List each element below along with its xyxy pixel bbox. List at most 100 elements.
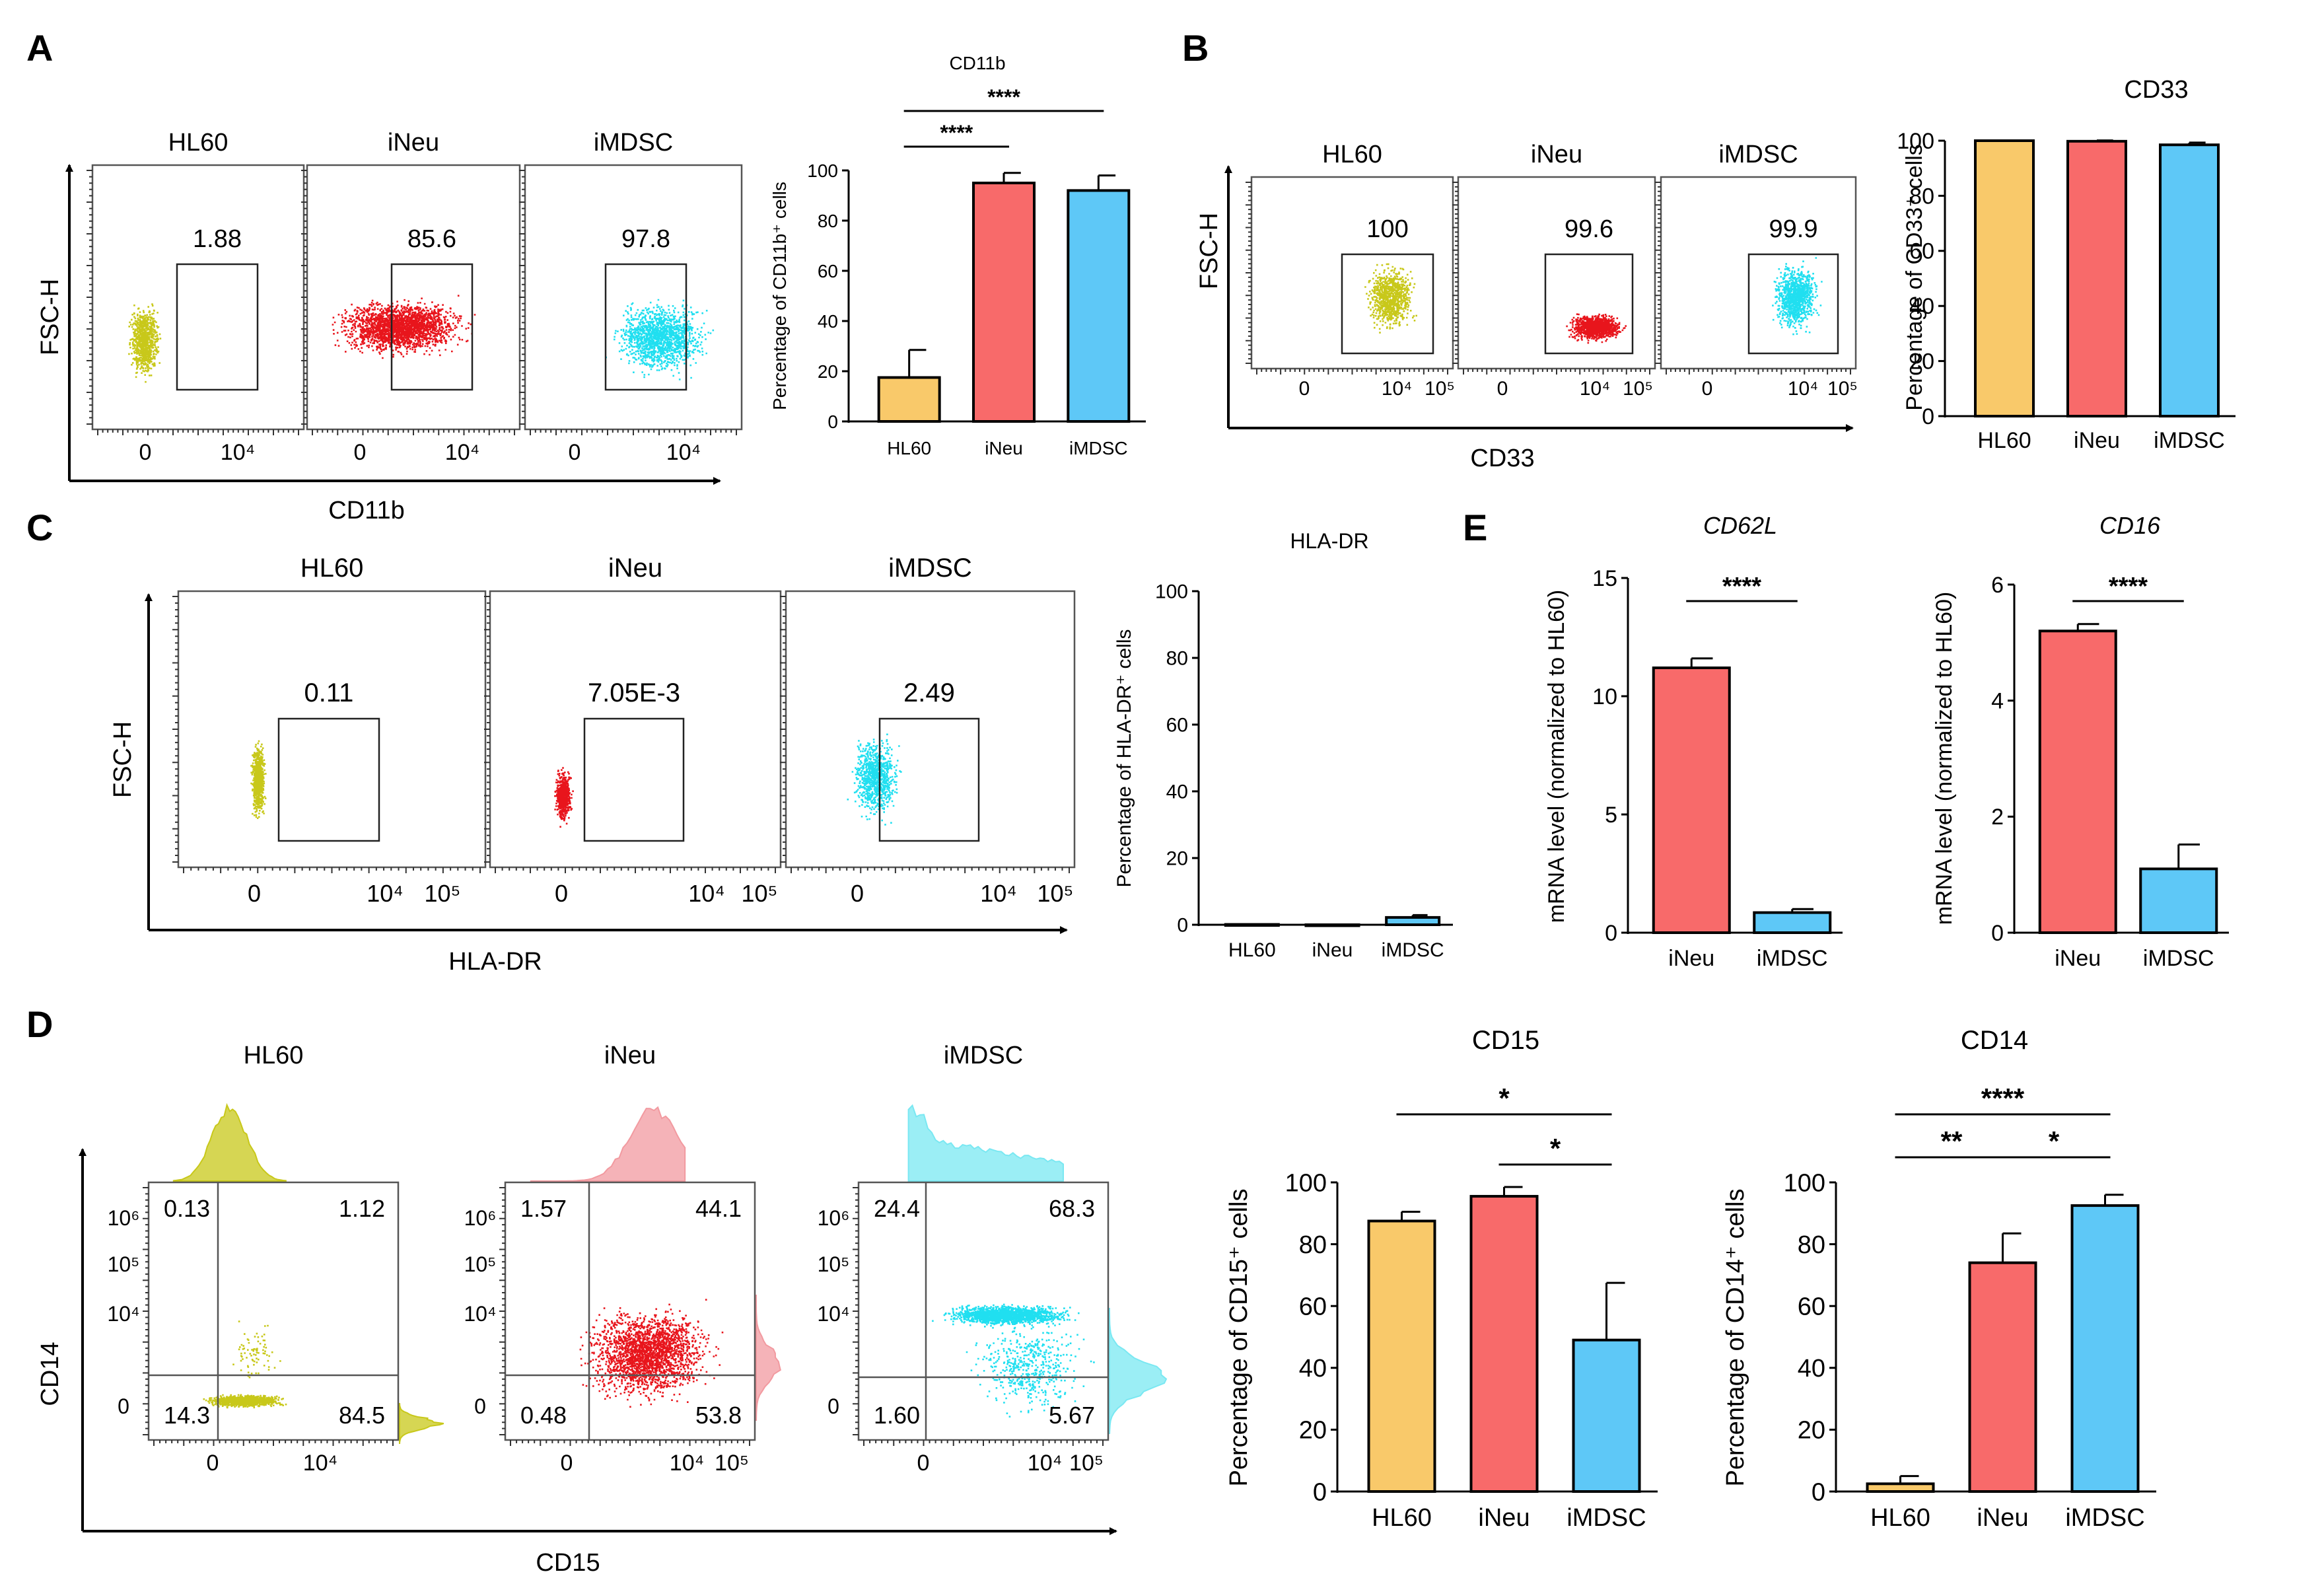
panel-b-ineu-tick-marks xyxy=(1452,182,1650,375)
panel-d-ineu-quadrant-ul: 1.57 xyxy=(520,1195,567,1222)
panel-b-ineu-gate-value: 99.6 xyxy=(1565,215,1613,243)
chart-cd11b-y-tick-0: 0 xyxy=(827,412,838,432)
panel-a-hl60-dot-cloud xyxy=(128,303,162,383)
chart-cd15-sig-label-0: * xyxy=(1550,1133,1561,1164)
chart-cd62l-y-tick-3: 15 xyxy=(1592,566,1617,591)
bar-chart-cd11b: CD11b 0 20 40 60 80 100 Percentage of CD11b⁺ ce… xyxy=(769,53,1146,458)
panel-d-hl60-cd14-histogram xyxy=(399,1403,444,1444)
panel-d-ineu-y-tick-0: 10⁶ xyxy=(464,1206,497,1230)
panel-d-ineu-x-tick-0: 0 xyxy=(561,1451,573,1476)
panel-d-ineu-y-tick-3: 0 xyxy=(474,1394,486,1418)
chart-cd62l-bar-ineu xyxy=(1652,666,1731,934)
chart-cd14-sig-label-0: ** xyxy=(1941,1126,1963,1157)
panel-b-imdsc-x-tick-1: 10⁴ xyxy=(1788,378,1818,400)
chart-cd33-y-tick-4: 80 xyxy=(1909,184,1934,209)
panel-c-hl60-plot-frame xyxy=(177,590,487,869)
chart-hladr-title: HLA-DR xyxy=(1290,529,1368,553)
panel-b-ineu-x-tick-0: 0 xyxy=(1497,378,1508,400)
panel-c-ineu-x-tick-2: 10⁵ xyxy=(742,880,778,907)
panel-a-imdsc-x-tick-1: 10⁴ xyxy=(666,440,701,465)
chart-cd62l-sig-label-0: **** xyxy=(1722,573,1761,600)
chart-cd16-y-tick-0: 0 xyxy=(1991,921,2004,946)
panel-b-hl60-tick-marks xyxy=(1246,182,1448,375)
chart-cd14-y-tick-3: 60 xyxy=(1798,1293,1825,1321)
panel-c-ineu-gate xyxy=(583,717,685,842)
panel-d-hl60-x-tick-0: 0 xyxy=(207,1451,219,1476)
panel-d-hl60-dot-cloud-sparse xyxy=(232,1320,281,1379)
panel-d-ineu-x-tick-2: 10⁵ xyxy=(715,1451,749,1476)
panel-a-ineu-x-tick-1: 10⁴ xyxy=(445,440,479,465)
panel-d-hl60-quadrant-ur: 1.12 xyxy=(339,1195,385,1222)
panel-d-hl60-quadrant-ul: 0.13 xyxy=(164,1195,210,1222)
chart-cd33-bar-hl60 xyxy=(1974,139,2035,417)
chart-cd14-y-tick-1: 20 xyxy=(1798,1417,1825,1445)
panel-d-imdsc-cd14-histogram xyxy=(1109,1308,1168,1434)
panel-a-ineu-title: iNeu xyxy=(388,129,439,157)
chart-cd14-y-tick-4: 80 xyxy=(1798,1231,1825,1259)
bar-chart-hla-dr: HLA-DR 0 20 40 60 80 100 Percentage of HLA-DR⁺ … xyxy=(1113,529,1453,961)
panel-a-imdsc-tick-marks xyxy=(519,170,737,435)
panel-c-hl60-tick-marks xyxy=(172,596,481,873)
panel-d-hl60-y-tick-0: 10⁶ xyxy=(108,1206,140,1230)
panel-c-ineu-plot-frame xyxy=(489,590,782,869)
panel-c-ineu-title: iNeu xyxy=(608,554,662,583)
chart-cd14-bar-imdsc xyxy=(2070,1204,2140,1493)
panel-d-hl60-title: HL60 xyxy=(244,1042,304,1069)
chart-cd15-y-tick-2: 40 xyxy=(1299,1355,1327,1383)
panel-b-imdsc-title: iMDSC xyxy=(1718,141,1798,168)
panel-a-ineu-x-tick-0: 0 xyxy=(354,440,367,465)
chart-cd14-y-tick-2: 40 xyxy=(1798,1355,1825,1383)
panel-b-hl60-gate-value: 100 xyxy=(1366,215,1408,243)
panel-d-ineu-y-tick-1: 10⁵ xyxy=(464,1252,497,1276)
chart-cd33-y-tick-1: 20 xyxy=(1909,349,1934,375)
panel-a-imdsc-title: iMDSC xyxy=(594,129,673,157)
chart-cd16-category-1: iMDSC xyxy=(2143,946,2214,971)
panel-c-hl60-title: HL60 xyxy=(300,554,364,583)
chart-cd11b-bar-imdsc xyxy=(1067,189,1131,423)
chart-cd62l-y-tick-2: 10 xyxy=(1592,684,1617,709)
chart-cd16-y-label: mRNA level (normalized to HL60) xyxy=(1932,592,1957,925)
panel-d-ineu-y-tick-2: 10⁴ xyxy=(464,1302,496,1326)
panel-label-e: E xyxy=(1463,507,1487,548)
panel-c-imdsc-title: iMDSC xyxy=(888,554,972,583)
chart-cd14-sig-label-2: **** xyxy=(1981,1083,2025,1114)
panel-a-hl60-x-tick-1: 10⁴ xyxy=(221,440,255,465)
chart-cd15-y-tick-5: 100 xyxy=(1285,1169,1327,1197)
chart-cd11b-y-tick-5: 100 xyxy=(807,161,838,181)
panel-c-hl60-dot-cloud xyxy=(250,740,267,819)
panel-d-hl60-dot-cloud xyxy=(203,1394,287,1409)
chart-cd11b-y-label: Percentage of CD11b⁺ cells xyxy=(769,182,790,410)
chart-cd62l-y-tick-1: 5 xyxy=(1605,803,1617,828)
panel-c-ineu-x-tick-1: 10⁴ xyxy=(688,880,725,907)
chart-cd14-y-tick-5: 100 xyxy=(1784,1169,1825,1197)
panel-d-imdsc-y-tick-2: 10⁴ xyxy=(817,1302,849,1326)
chart-cd33-bar-imdsc xyxy=(2159,143,2220,417)
panel-d-imdsc-tick-marks xyxy=(853,1187,1104,1446)
panel-c-flow-plots: HLA-DR FSC-H HL60 0.11 0 10⁴ 10⁵ iNeu 7.05E-3 0… xyxy=(109,554,1076,976)
chart-hladr-category-1: iNeu xyxy=(1312,939,1353,961)
bar-chart-cd16: CD16 0 2 4 6 mRNA level (normalized to HL60) i… xyxy=(1932,512,2229,971)
chart-cd15-category-1: iNeu xyxy=(1478,1504,1530,1532)
panel-d-ineu-quadrant-lr: 53.8 xyxy=(695,1402,742,1429)
panel-b-hl60-dot-cloud xyxy=(1364,263,1417,334)
panel-c-imdsc-plot-frame xyxy=(785,590,1076,869)
panel-d-hl60-cd15-histogram xyxy=(172,1102,287,1182)
chart-cd62l-y-label: mRNA level (normalized to HL60) xyxy=(1544,590,1569,923)
panel-d-hl60-y-tick-1: 10⁵ xyxy=(108,1252,140,1276)
panel-b-imdsc-dot-cloud xyxy=(1772,257,1823,336)
panel-b-hl60-x-tick-0: 0 xyxy=(1299,378,1310,400)
panel-a-imdsc-x-tick-0: 0 xyxy=(569,440,581,465)
chart-cd11b-y-tick-4: 80 xyxy=(818,211,838,231)
chart-cd15-y-tick-3: 60 xyxy=(1299,1293,1327,1321)
chart-cd11b-bar-ineu xyxy=(972,182,1036,423)
panel-a-ineu-gate xyxy=(390,263,474,391)
panel-d-ineu-dot-cloud xyxy=(579,1299,724,1408)
chart-cd11b-bar-hl60 xyxy=(877,376,941,423)
panel-b-ineu-plot-frame xyxy=(1457,176,1656,370)
panel-b-imdsc-plot-frame xyxy=(1660,176,1857,370)
chart-cd33-category-2: iMDSC xyxy=(2154,428,2225,453)
chart-hladr-category-2: iMDSC xyxy=(1382,939,1444,961)
panel-d-imdsc-quadrant-lr: 5.67 xyxy=(1049,1402,1095,1429)
panel-b-hl60-x-tick-2: 10⁵ xyxy=(1425,378,1455,400)
